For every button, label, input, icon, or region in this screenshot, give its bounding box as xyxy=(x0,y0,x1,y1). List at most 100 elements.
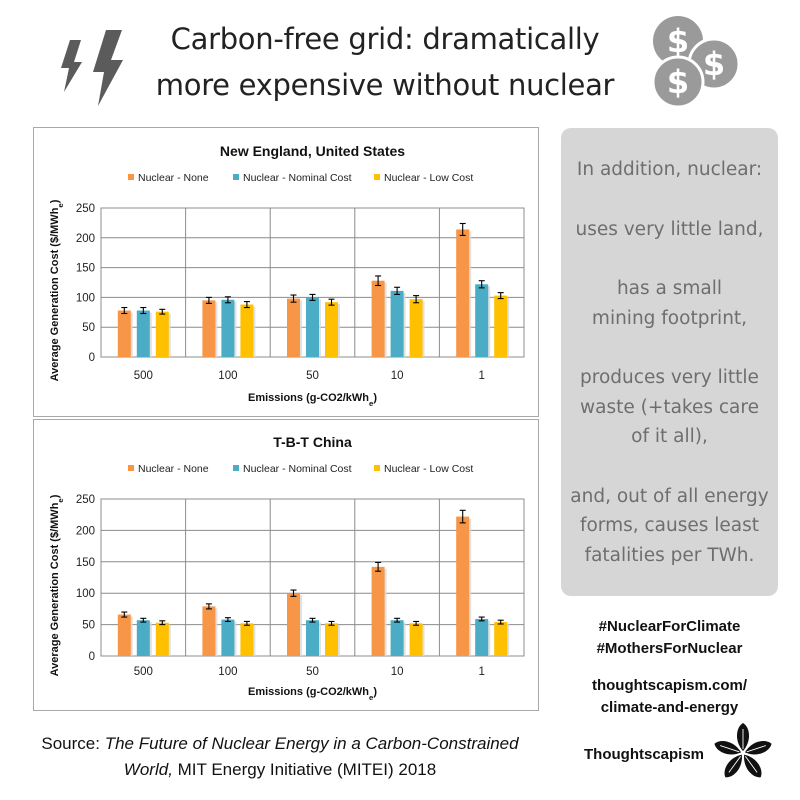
legend-swatch xyxy=(374,465,380,471)
error-bar xyxy=(328,620,335,626)
legend-swatch xyxy=(233,174,239,180)
legend-label: Nuclear - Low Cost xyxy=(384,172,473,184)
error-bar xyxy=(413,620,420,626)
coin-bottom-icon: $ xyxy=(651,55,705,109)
svg-text:$: $ xyxy=(667,22,689,60)
legend-swatch xyxy=(374,174,380,180)
lightning-bolts-icon xyxy=(61,30,123,106)
headline-line-1: Carbon-free grid: dramatically xyxy=(170,22,600,56)
error-bar xyxy=(224,296,231,304)
brand-name: Thoughtscapism xyxy=(584,746,705,763)
chart-title: New England, United States xyxy=(220,143,405,159)
y-tick-label: 200 xyxy=(76,525,95,537)
bar xyxy=(202,606,216,656)
y-tick-label: 150 xyxy=(76,557,95,569)
error-bar xyxy=(394,286,401,295)
bar xyxy=(494,622,508,656)
error-bar xyxy=(497,619,504,625)
error-bar xyxy=(121,611,128,618)
sidebar-paragraph: and, out of all energy forms, causes lea… xyxy=(570,485,769,566)
error-bar xyxy=(159,620,166,626)
source-citation: Source: The Future of Nuclear Energy in … xyxy=(20,731,540,783)
error-bar xyxy=(140,617,147,623)
website-link[interactable]: thoughtscapism.com/ climate-and-energy xyxy=(561,675,778,719)
sidebar-paragraph: produces very little waste (+takes care … xyxy=(580,367,759,447)
bar xyxy=(325,302,338,357)
legend-entry: Nuclear - None xyxy=(128,172,209,184)
bar xyxy=(221,619,235,656)
error-bar xyxy=(497,292,504,300)
y-tick-label: 200 xyxy=(76,233,95,245)
bar xyxy=(240,623,254,656)
error-bar xyxy=(205,296,212,304)
sidebar-paragraph: In addition, nuclear: xyxy=(576,159,763,180)
legend-entry: Nuclear - Nominal Cost xyxy=(233,463,352,475)
x-tick-label: 10 xyxy=(391,666,404,678)
error-bar xyxy=(290,589,297,597)
y-tick-label: 50 xyxy=(82,620,95,632)
bar xyxy=(155,311,169,357)
y-tick-label: 0 xyxy=(89,352,95,364)
legend-label: Nuclear - None xyxy=(138,172,209,184)
error-bar xyxy=(478,280,485,289)
legend-entry: Nuclear - Low Cost xyxy=(374,463,473,475)
svg-text:$: $ xyxy=(667,63,689,101)
hashtag-nuclear-for-climate[interactable]: #NuclearForClimate xyxy=(598,618,741,635)
error-bar xyxy=(478,616,485,622)
hashtag-mothers-for-nuclear[interactable]: #MothersForNuclear xyxy=(596,640,743,657)
sidebar-benefits: In addition, nuclear: uses very little l… xyxy=(561,128,778,596)
error-bar xyxy=(394,617,401,623)
legend-swatch xyxy=(128,174,134,180)
bar xyxy=(221,299,235,357)
bar xyxy=(155,622,169,656)
black-flower-icon xyxy=(714,723,772,778)
lightning-bolt-left-icon xyxy=(61,40,82,92)
x-tick-label: 500 xyxy=(134,370,153,382)
error-bar xyxy=(309,293,316,301)
bar xyxy=(371,566,385,656)
x-tick-label: 100 xyxy=(218,370,237,382)
error-bar xyxy=(459,222,466,236)
x-tick-label: 100 xyxy=(218,666,237,678)
website-link-line-1: thoughtscapism.com/ xyxy=(591,677,748,694)
chart-new-england: New England, United States Nuclear - None… xyxy=(33,127,539,417)
hashtags: #NuclearForClimate #MothersForNuclear xyxy=(561,616,778,660)
headline: Carbon-free grid: dramatically more expe… xyxy=(150,16,620,108)
y-axis-label: Average Generation Cost ($/MWhe) xyxy=(49,199,65,381)
error-bar xyxy=(459,509,466,524)
bar xyxy=(390,290,404,357)
svg-text:$: $ xyxy=(703,45,725,83)
x-tick-label: 50 xyxy=(306,666,319,678)
bar xyxy=(306,620,319,656)
y-tick-label: 150 xyxy=(76,263,95,275)
legend-swatch xyxy=(128,465,134,471)
error-bar xyxy=(159,308,166,315)
legend-label: Nuclear - Nominal Cost xyxy=(243,172,352,184)
legend-swatch xyxy=(233,465,239,471)
headline-line-2: more expensive without nuclear xyxy=(155,68,615,102)
error-bar xyxy=(243,620,250,626)
error-bar xyxy=(140,306,147,315)
bar xyxy=(287,593,300,656)
bar xyxy=(306,297,319,357)
sidebar-paragraph: has a small mining footprint, xyxy=(591,278,748,329)
sidebar-paragraph: uses very little land, xyxy=(575,218,764,240)
error-bar xyxy=(205,603,212,610)
error-bar xyxy=(375,275,382,287)
chart-tbt-china-svg: T-B-T China Nuclear - None Nuclear - Nomin… xyxy=(49,434,525,702)
website-link-line-2: climate-and-energy xyxy=(600,699,739,716)
error-bar xyxy=(243,301,250,309)
chart-new-england-svg: New England, United States Nuclear - None… xyxy=(49,143,525,408)
legend-entry: Nuclear - None xyxy=(128,463,209,475)
bar xyxy=(202,300,216,357)
bar xyxy=(475,284,489,357)
bar xyxy=(494,295,508,357)
bar xyxy=(409,623,423,656)
error-bar xyxy=(121,306,128,315)
error-bar xyxy=(309,617,316,623)
y-tick-label: 250 xyxy=(76,203,95,215)
y-tick-label: 0 xyxy=(89,651,95,663)
error-bar xyxy=(290,294,297,303)
lightning-bolt-right-icon xyxy=(93,30,123,106)
bar xyxy=(409,299,423,357)
